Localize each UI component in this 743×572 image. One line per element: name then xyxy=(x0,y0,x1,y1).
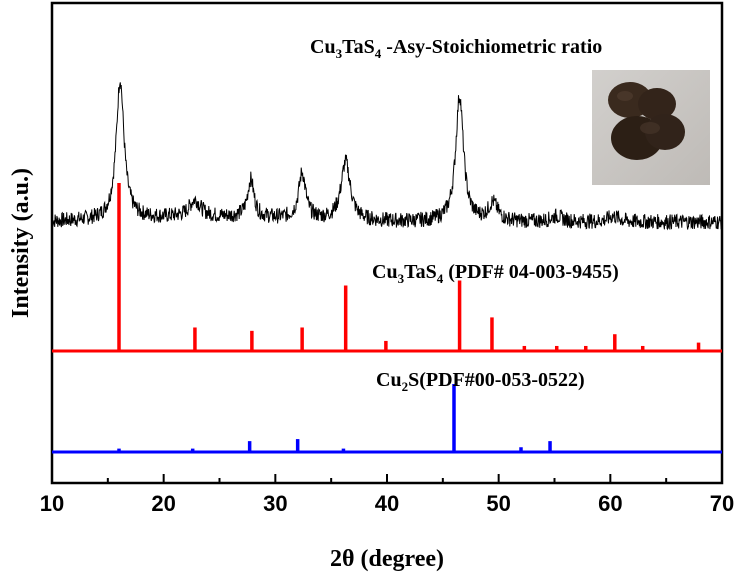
x-tick-label: 10 xyxy=(40,491,64,516)
series-experimental xyxy=(51,82,723,231)
series-cu2s-reference xyxy=(52,384,722,454)
x-tick-label: 20 xyxy=(151,491,175,516)
x-tick-label: 60 xyxy=(598,491,622,516)
series-cu3tas4-reference xyxy=(52,183,722,353)
label-experimental: Cu3TaS4 -Asy-Stoichiometric ratio xyxy=(310,36,602,61)
label-cu3tas4-reference: Cu3TaS4 (PDF# 04-003-9455) xyxy=(372,261,619,286)
x-tick-label: 30 xyxy=(263,491,287,516)
x-axis-ticks: 10 20 30 40 50 60 70 xyxy=(40,474,734,516)
x-tick-label: 40 xyxy=(375,491,399,516)
y-axis-label: Intensity (a.u.) xyxy=(8,168,34,318)
experimental-pattern-line xyxy=(51,82,723,231)
x-tick-label: 70 xyxy=(710,491,734,516)
x-tick-label: 50 xyxy=(486,491,510,516)
sample-photo-inset xyxy=(592,70,710,185)
x-axis-label: 2θ (degree) xyxy=(330,546,444,572)
label-cu2s-reference: Cu2S(PDF#00-053-0522) xyxy=(376,369,585,394)
